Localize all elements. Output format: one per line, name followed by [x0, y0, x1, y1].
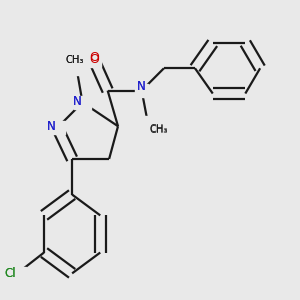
Text: O: O: [89, 53, 99, 66]
Text: CH₃: CH₃: [149, 124, 167, 134]
Bar: [88, 55, 100, 67]
Text: N: N: [46, 120, 55, 133]
Text: Cl: Cl: [4, 267, 16, 280]
Bar: [74, 96, 91, 109]
Text: CH₃: CH₃: [66, 55, 84, 65]
Text: N: N: [73, 95, 82, 108]
Text: N: N: [137, 80, 146, 93]
Text: N: N: [73, 95, 82, 108]
Text: O: O: [89, 51, 99, 64]
Text: N: N: [137, 80, 146, 94]
Text: CH₃: CH₃: [149, 125, 167, 135]
Bar: [8, 267, 26, 280]
Bar: [138, 116, 157, 128]
Text: N: N: [46, 120, 55, 133]
Bar: [67, 62, 86, 74]
Bar: [136, 84, 148, 97]
Text: Cl: Cl: [4, 267, 16, 280]
Bar: [49, 122, 65, 134]
Text: CH₃: CH₃: [66, 55, 84, 65]
